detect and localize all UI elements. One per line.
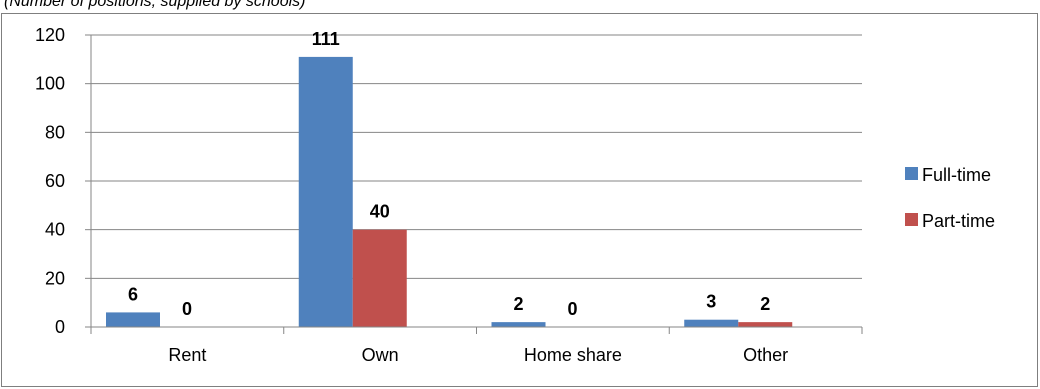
bar — [106, 312, 160, 327]
legend-label: Part-time — [922, 211, 995, 231]
data-label: 6 — [128, 284, 138, 304]
data-label: 40 — [370, 202, 390, 222]
gridlines — [91, 34, 862, 279]
x-tick-label: Own — [362, 345, 399, 365]
data-label: 2 — [760, 294, 770, 314]
y-tick-label: 60 — [45, 171, 65, 191]
y-tick-label: 40 — [45, 220, 65, 240]
y-tick-label: 0 — [55, 317, 65, 337]
bar — [298, 56, 353, 328]
bar — [352, 229, 407, 327]
y-tick-label: 100 — [35, 74, 65, 94]
bar — [738, 322, 793, 327]
data-label: 111 — [312, 29, 340, 49]
y-tick-label: 120 — [35, 25, 65, 45]
x-tick-label: Home share — [524, 345, 622, 365]
axes — [85, 34, 863, 334]
bar — [491, 322, 546, 327]
bars — [106, 56, 793, 328]
data-label: 2 — [513, 294, 523, 314]
legend-label: Full-time — [922, 165, 991, 185]
x-tick-label: Other — [743, 345, 788, 365]
x-tick-label: Rent — [168, 345, 206, 365]
legend-swatch — [905, 213, 918, 226]
legend-swatch — [905, 167, 918, 180]
bar — [684, 319, 739, 327]
y-tick-label: 20 — [45, 268, 65, 288]
y-tick-label: 80 — [45, 122, 65, 142]
data-label: 3 — [706, 292, 716, 312]
chart-frame — [1, 13, 1038, 387]
data-label: 0 — [567, 299, 577, 319]
chart-caption: (Number of positions, supplied by school… — [4, 0, 306, 10]
data-label: 0 — [182, 299, 192, 319]
legend: Full-time Part-time — [905, 165, 995, 231]
